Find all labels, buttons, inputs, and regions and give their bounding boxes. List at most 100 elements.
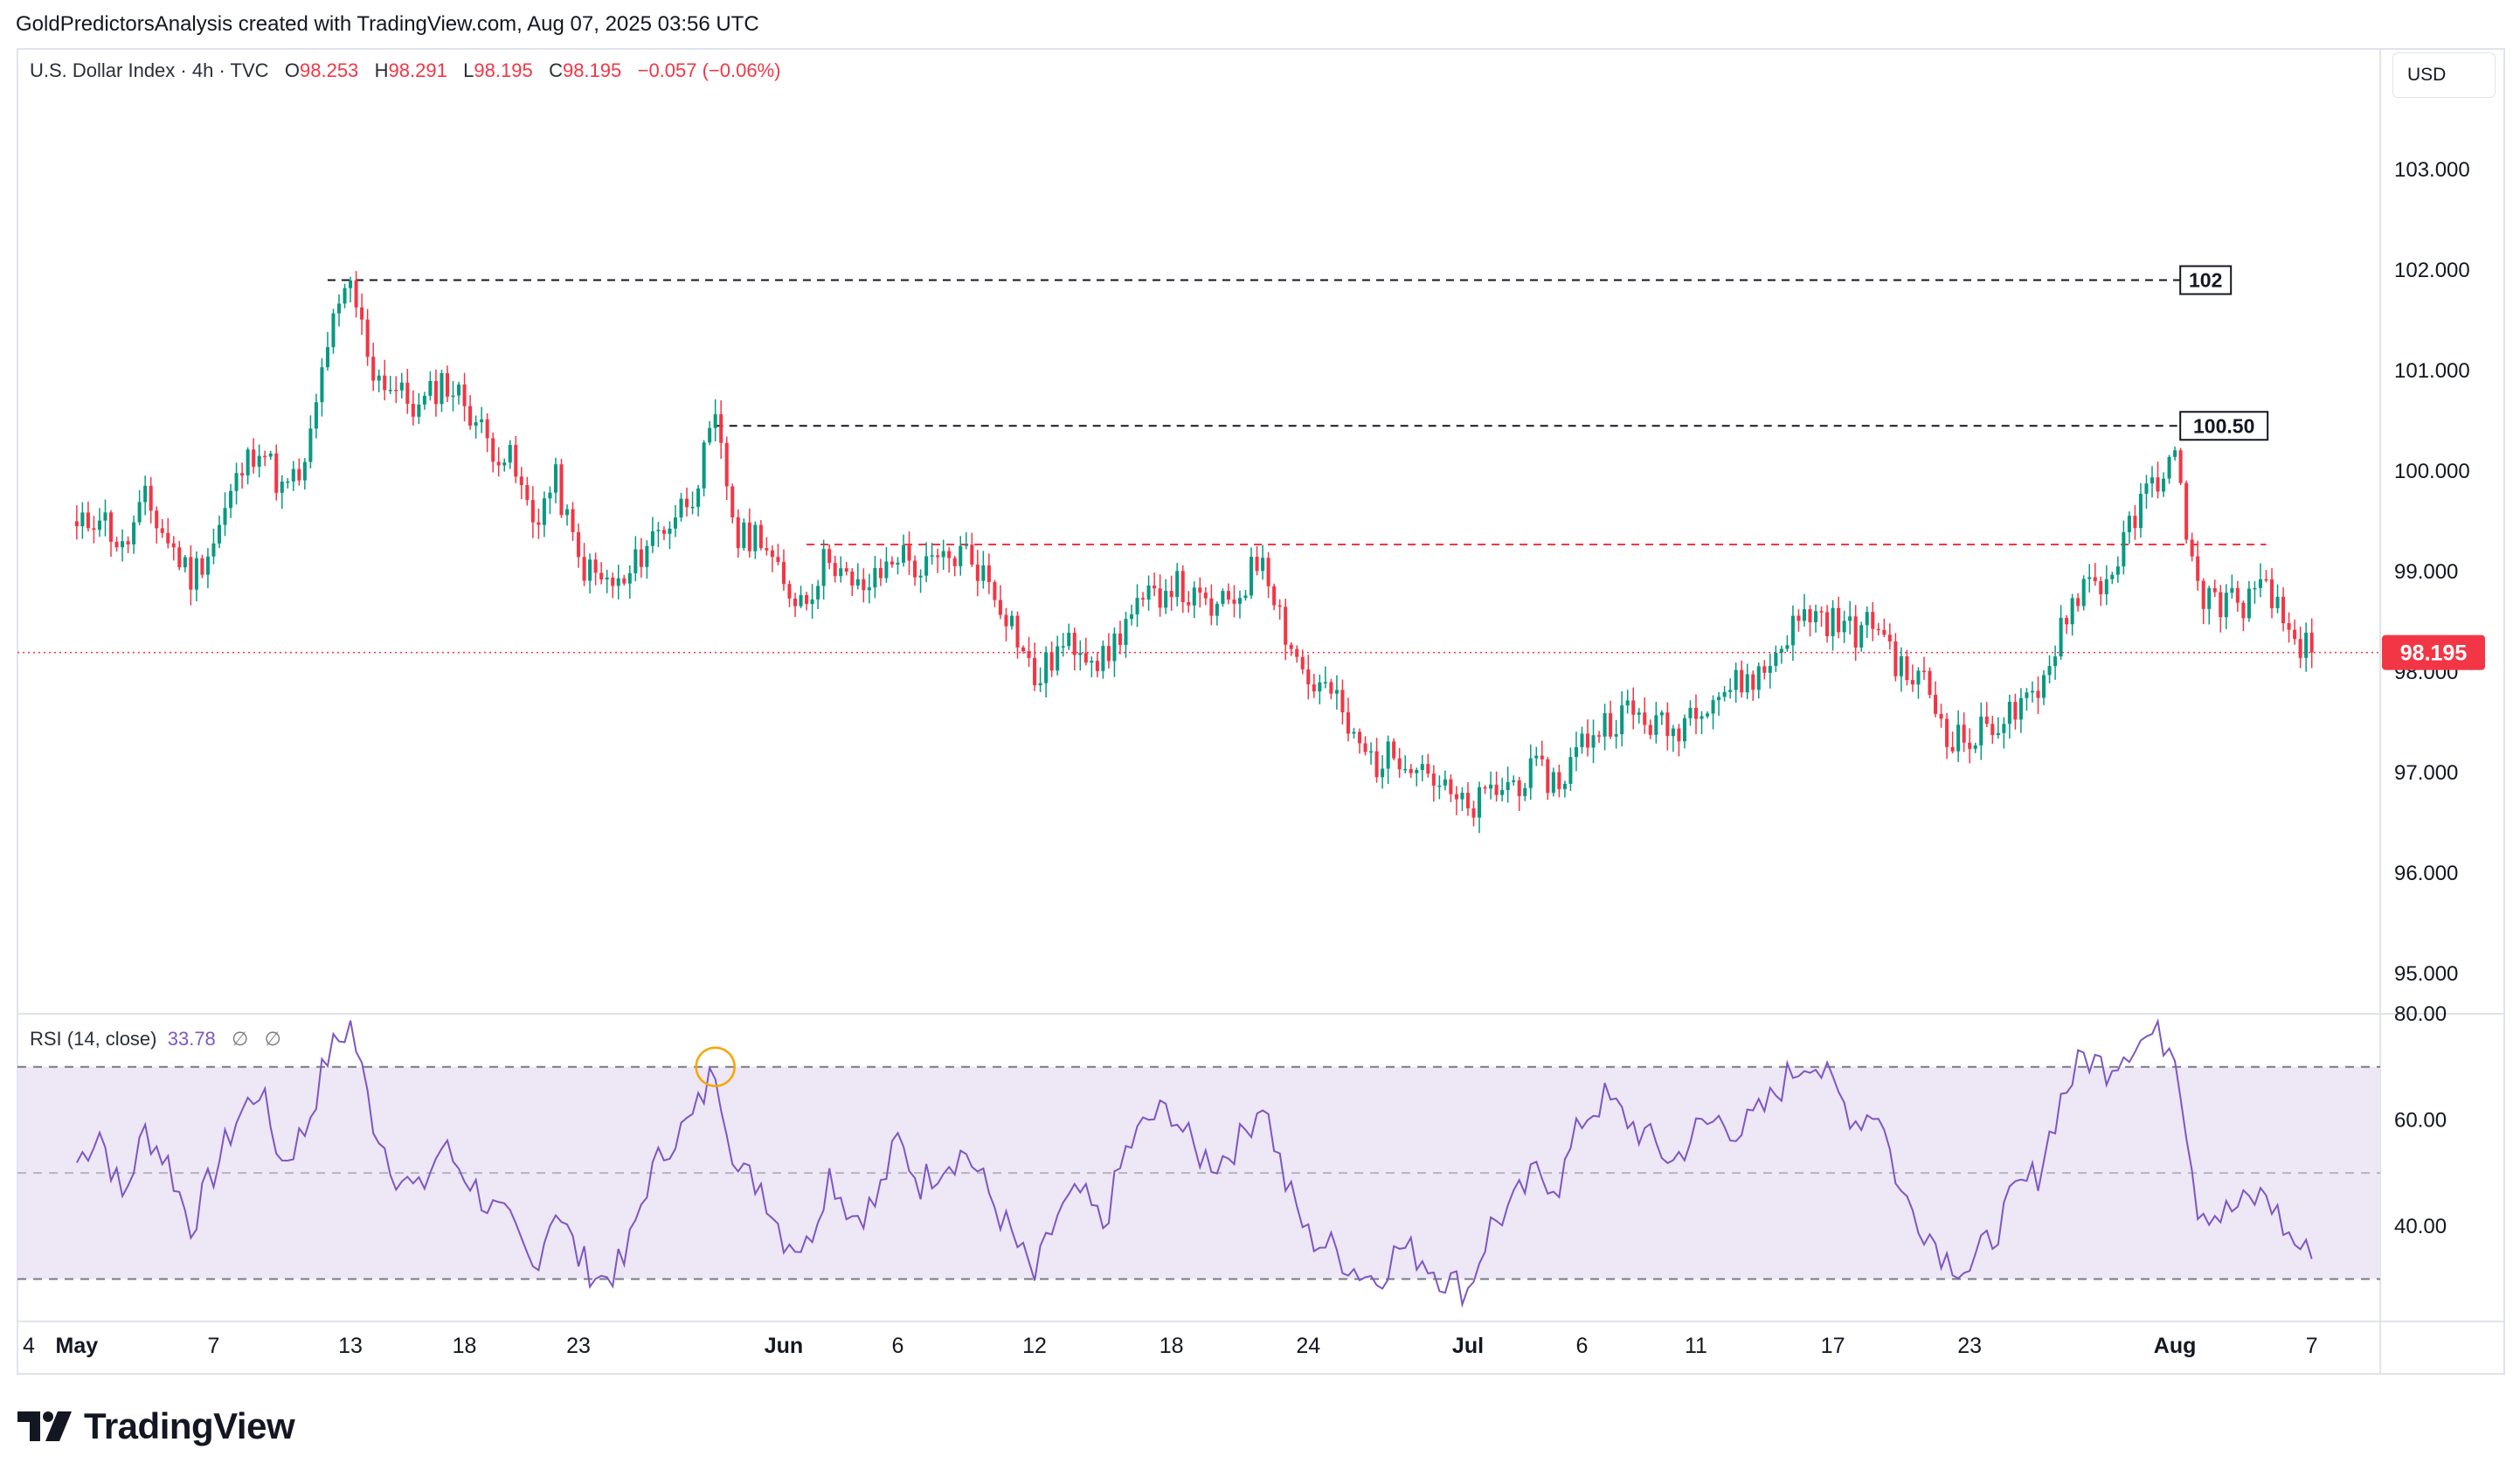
- rsi-label[interactable]: RSI (14, close): [30, 1028, 157, 1050]
- candle-body: [1631, 700, 1636, 715]
- symbol-name[interactable]: U.S. Dollar Index: [30, 59, 176, 81]
- candle-body: [2036, 690, 2040, 698]
- candle-body: [1021, 647, 1026, 652]
- candle-body: [74, 521, 79, 527]
- candle-body: [730, 486, 735, 517]
- price-axis-tick: 99.000: [2394, 560, 2458, 584]
- candle-body: [1180, 571, 1185, 603]
- candle-body: [970, 544, 974, 565]
- candle-body: [2122, 531, 2126, 567]
- candle-body: [907, 544, 911, 561]
- candle-body: [2247, 588, 2251, 619]
- candle-body: [405, 382, 410, 405]
- candle-body: [599, 572, 604, 579]
- candle-body: [2212, 587, 2217, 593]
- price-axis-tick: 103.000: [2394, 158, 2470, 182]
- candle-body: [325, 347, 329, 368]
- candle-body: [2258, 579, 2262, 588]
- candle-body: [365, 319, 370, 357]
- candle-body: [1346, 712, 1350, 734]
- candle-body: [417, 404, 421, 417]
- candle-body: [639, 549, 643, 567]
- candle-body: [901, 544, 906, 563]
- source-label: TVC: [230, 59, 269, 81]
- candle-body: [1882, 629, 1887, 635]
- candle-body: [1449, 779, 1453, 794]
- candle-body: [1768, 666, 1772, 673]
- candle-body: [1711, 700, 1715, 714]
- candle-body: [2041, 675, 2046, 698]
- candle-body: [525, 485, 530, 501]
- candle-body: [1546, 759, 1550, 794]
- candle-body: [1790, 615, 1795, 646]
- interval-label[interactable]: 4h: [191, 59, 214, 81]
- candle-body: [1004, 614, 1008, 627]
- candle-body: [1083, 653, 1088, 663]
- candle-body: [2059, 617, 2063, 657]
- candle-body: [1859, 625, 1864, 648]
- candle-body: [2293, 629, 2297, 640]
- candle-body: [440, 372, 444, 405]
- time-axis-tick: 24: [1296, 1334, 1320, 1358]
- candle-body: [1203, 593, 1208, 599]
- time-axis-tick: 6: [1576, 1334, 1589, 1358]
- time-axis-tick: 17: [1821, 1334, 1845, 1358]
- candle-body: [1090, 661, 1094, 663]
- candle-body: [1386, 741, 1390, 769]
- candle-body: [211, 543, 216, 557]
- candle-body: [1272, 586, 1277, 606]
- candle-body: [297, 468, 301, 481]
- candle-body: [80, 512, 85, 527]
- candle-body: [2190, 539, 2194, 557]
- candle-body: [952, 558, 957, 566]
- tradingview-logo[interactable]: TradingView: [17, 1405, 295, 1447]
- candle-body: [930, 555, 934, 557]
- candle-body: [2230, 587, 2234, 593]
- candle-body: [2287, 623, 2291, 630]
- candle-body: [1659, 712, 1664, 716]
- candle-body: [433, 380, 438, 405]
- price-legend: U.S. Dollar Index · 4h · TVC O98.253 H98…: [30, 59, 781, 81]
- candle-body: [998, 600, 1002, 615]
- currency-button[interactable]: USD: [2392, 52, 2496, 98]
- candle-body: [2235, 587, 2240, 603]
- candle-body: [1112, 633, 1117, 662]
- candle-body: [1831, 607, 1835, 636]
- candle-body: [1893, 641, 1898, 676]
- candle-body: [1562, 783, 1567, 789]
- candle-body: [1289, 644, 1293, 649]
- candle-body: [1671, 728, 1675, 737]
- candle-body: [719, 413, 723, 443]
- candle-body: [941, 551, 945, 558]
- candle-body: [257, 455, 261, 468]
- candle-body: [821, 549, 826, 586]
- candle-body: [1460, 793, 1464, 800]
- candle-body: [1910, 680, 1914, 685]
- candle-body: [616, 578, 620, 586]
- candle-body: [924, 556, 929, 576]
- candle-body: [1568, 757, 1573, 784]
- candle-body: [1848, 616, 1852, 621]
- candle-body: [1643, 712, 1647, 725]
- candle-body: [388, 390, 392, 392]
- open-label: O: [284, 59, 300, 81]
- level-label-box: [2179, 411, 2269, 441]
- candle-body: [685, 498, 689, 508]
- candle-body: [217, 524, 222, 544]
- candle-body: [673, 517, 678, 529]
- candle-body: [622, 578, 627, 584]
- candle-body: [656, 530, 661, 531]
- candle-body: [605, 577, 609, 579]
- candle-body: [787, 584, 792, 599]
- candle-body: [1061, 646, 1065, 648]
- candle-body: [246, 449, 250, 476]
- candle-body: [548, 492, 552, 499]
- candle-body: [1175, 571, 1180, 598]
- candle-body: [1585, 733, 1590, 748]
- candle-body: [1523, 787, 1527, 796]
- candle-body: [1295, 648, 1299, 657]
- candle-body: [1517, 780, 1521, 796]
- candle-body: [1779, 648, 1783, 653]
- candle-body: [1357, 732, 1362, 744]
